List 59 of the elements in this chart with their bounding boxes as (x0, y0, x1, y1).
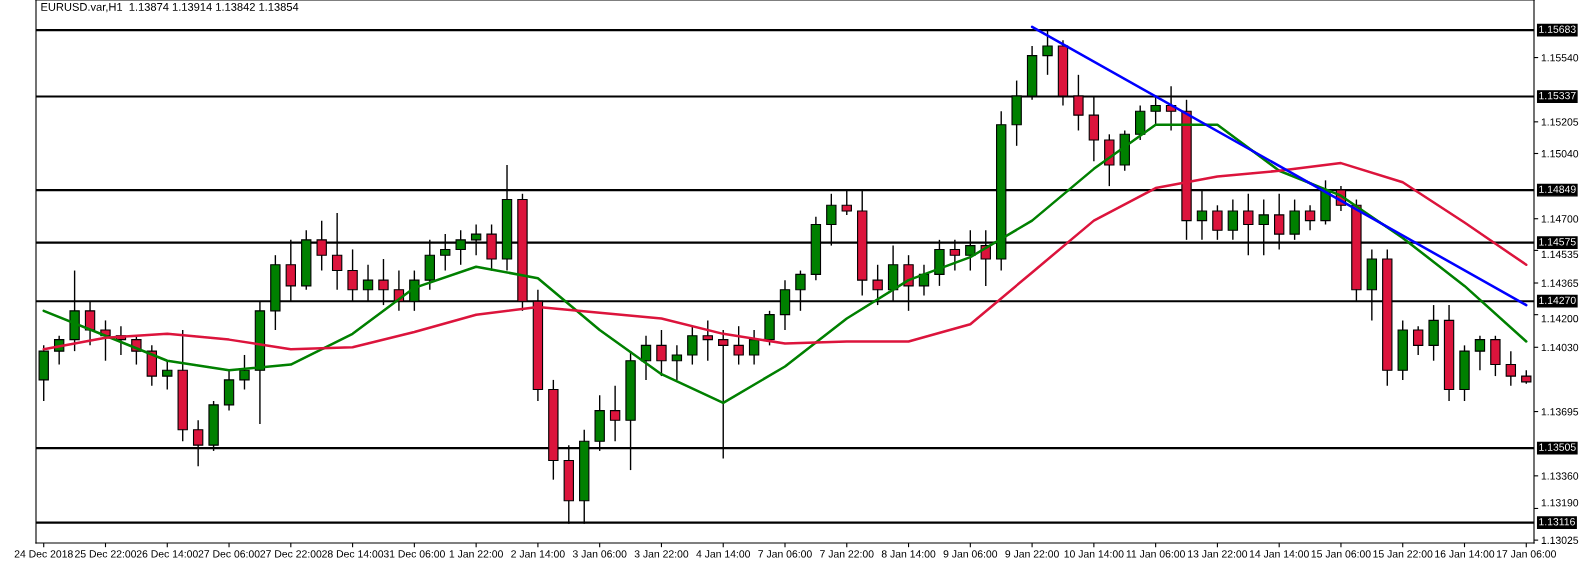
candlestick (1505, 350, 1517, 387)
ref-line-label: 1.15337 (1539, 91, 1576, 100)
ref-line-label: 1.14270 (1539, 296, 1576, 305)
x-tick-label: 15 Jan 06:00 (1311, 550, 1371, 558)
y-tick-label: 1.14365 (1541, 279, 1579, 287)
y-tick-label: 1.13025 (1541, 536, 1579, 544)
x-tick-label: 11 Jan 06:00 (1126, 550, 1185, 558)
y-tick-label: 1.14700 (1541, 215, 1579, 223)
ref-line-label: 1.13116 (1539, 518, 1575, 526)
x-tick-label: 3 Jan 22:00 (634, 550, 689, 558)
x-tick-label: 24 Dec 2018 (14, 550, 73, 558)
ref-line-label: 1.14575 (1539, 238, 1576, 246)
candlestick (239, 354, 250, 391)
chart-title: EURUSD.var,H1 1.13874 1.13914 1.13842 1.13854 (41, 3, 299, 13)
candlestick (671, 344, 683, 381)
x-tick-label: 3 Jan 06:00 (572, 550, 627, 558)
candlestick (609, 384, 621, 443)
x-tick-label: 27 Dec 06:00 (198, 550, 260, 558)
candlestick (1412, 325, 1424, 356)
x-tick-label: 17 Jan 06:00 (1496, 550, 1556, 558)
x-tick-label: 28 Dec 14:00 (322, 550, 384, 558)
x-tick-label: 16 Jan 14:00 (1435, 550, 1495, 558)
x-tick-label: 13 Jan 22:00 (1188, 550, 1248, 558)
candlestick (1289, 198, 1300, 241)
x-tick-label: 9 Jan 06:00 (943, 550, 998, 558)
candlestick (640, 335, 652, 381)
x-tick-label: 15 Jan 22:00 (1373, 550, 1433, 558)
ref-line-label: 1.13505 (1539, 443, 1576, 451)
x-tick-label: 26 Dec 14:00 (136, 550, 198, 558)
y-tick-label: 1.15540 (1541, 54, 1579, 62)
y-tick-label: 1.14030 (1541, 343, 1579, 352)
x-tick-label: 31 Dec 06:00 (383, 550, 445, 558)
candlestick (1474, 335, 1486, 372)
y-tick-label: 1.13190 (1541, 499, 1579, 507)
candlestick (1304, 204, 1316, 231)
ref-line-label: 1.14849 (1539, 185, 1576, 193)
candlestick (1212, 204, 1223, 241)
x-tick-label: 1 Jan 22:00 (449, 550, 503, 558)
candlestick (687, 325, 698, 366)
y-tick-label: 1.14535 (1541, 250, 1579, 259)
x-tick-label: 10 Jan 14:00 (1064, 550, 1124, 558)
x-tick-label: 9 Jan 22:00 (1005, 550, 1059, 558)
y-tick-label: 1.13360 (1541, 472, 1579, 480)
x-tick-label: 25 Dec 22:00 (75, 550, 137, 558)
x-tick-label: 8 Jan 14:00 (881, 550, 936, 558)
candlestick (748, 329, 760, 366)
x-tick-label: 2 Jan 14:00 (511, 550, 565, 558)
ref-line-label: 1.15683 (1539, 25, 1576, 33)
x-tick-label: 7 Jan 22:00 (820, 550, 874, 558)
y-tick-label: 1.14200 (1541, 314, 1579, 323)
candlestick (1227, 198, 1239, 241)
x-tick-label: 14 Jan 14:00 (1249, 550, 1309, 558)
y-tick-label: 1.13695 (1541, 408, 1579, 416)
y-tick-label: 1.15205 (1541, 118, 1579, 126)
x-tick-label: 27 Dec 22:00 (260, 550, 322, 558)
x-tick-label: 7 Jan 06:00 (758, 550, 812, 558)
y-tick-label: 1.15040 (1541, 150, 1579, 158)
candlestick (162, 360, 173, 391)
x-tick-label: 4 Jan 14:00 (696, 550, 751, 558)
